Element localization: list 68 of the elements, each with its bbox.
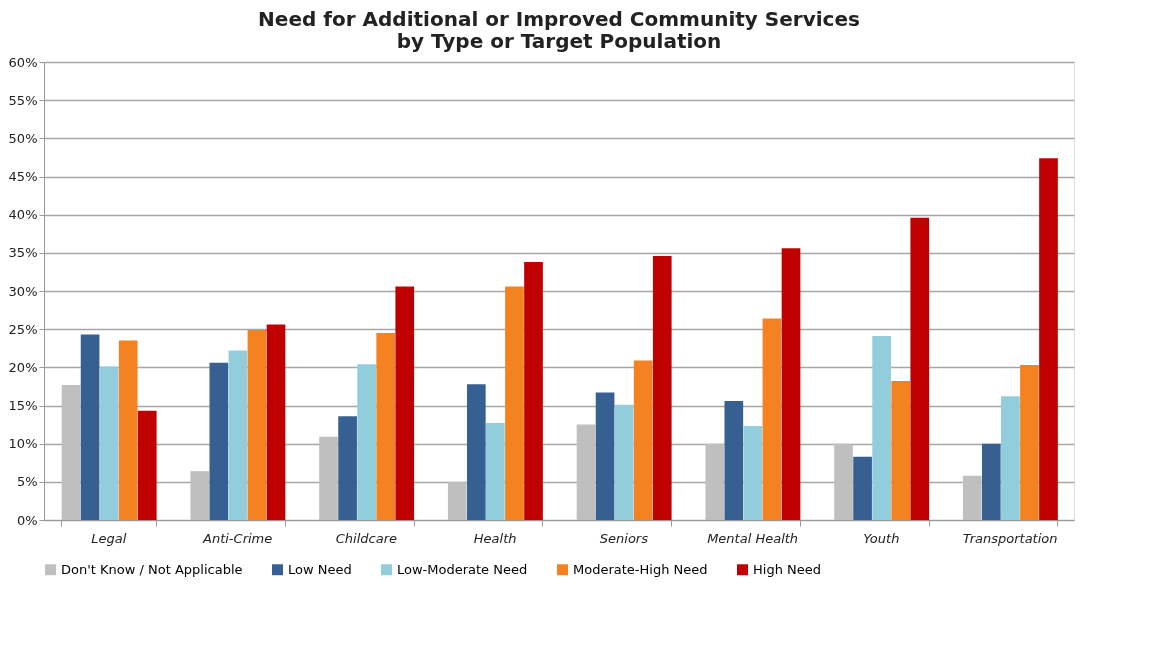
bar (524, 261, 543, 520)
bar (872, 336, 891, 520)
bar (910, 217, 930, 520)
y-tick-label: 15% (8, 398, 38, 413)
bar (228, 350, 248, 520)
bar (853, 456, 872, 520)
bar (781, 248, 801, 520)
legend-label: Moderate-High Need (573, 561, 708, 577)
bar (209, 362, 229, 520)
bar (595, 392, 615, 520)
x-tick-label: Health (473, 530, 517, 546)
bar (762, 318, 782, 520)
legend-label: Low Need (288, 561, 352, 577)
text: Need for Additional or Improved Community Services (258, 7, 860, 31)
x-tick-label: Mental Health (707, 530, 799, 546)
bar (247, 329, 267, 520)
bar (1020, 365, 1039, 520)
bar (447, 481, 467, 520)
x-tick-label: Legal (91, 530, 127, 546)
bar (1039, 158, 1058, 520)
y-tick-label: 40% (8, 207, 38, 223)
bar (576, 424, 596, 520)
bar (266, 324, 286, 520)
bar (376, 332, 396, 520)
y-tick-label: 20% (8, 359, 38, 375)
x-tick-label: Childcare (335, 530, 397, 546)
bar (614, 404, 634, 520)
y-tick-label: 50% (8, 130, 38, 146)
bar (505, 286, 524, 520)
bar (834, 443, 853, 520)
y-tick-label: 60% (8, 54, 38, 70)
bar (633, 360, 653, 520)
y-tick-label: 35% (8, 245, 38, 261)
bar (467, 384, 486, 520)
x-tick-label: Transportation (962, 530, 1058, 546)
x-tick-label: Anti-Crime (202, 530, 273, 546)
legend-label: Low-Moderate Need (397, 561, 528, 577)
y-tick-label: 5% (16, 474, 38, 490)
bar (652, 255, 672, 520)
x-tick-label: Seniors (599, 530, 649, 546)
bar (61, 384, 81, 520)
bar (395, 286, 415, 520)
bar (80, 334, 100, 520)
bar (190, 471, 210, 520)
y-tick-label: 45% (8, 169, 38, 184)
x-tick-label: Youth (863, 530, 900, 546)
y-tick-label: 30% (8, 283, 38, 299)
bar (118, 340, 138, 520)
bar (982, 443, 1001, 520)
y-tick-label: 25% (8, 321, 38, 337)
bar (486, 423, 505, 520)
legend-label: Don't Know / Not Applicable (61, 561, 243, 577)
y-tick-label: 55% (8, 92, 38, 108)
text: by Type or Target Population (396, 29, 722, 53)
bar (891, 381, 911, 520)
bar (1001, 396, 1020, 520)
bar (319, 436, 338, 520)
bar (743, 426, 763, 520)
bar (962, 475, 982, 520)
bar (137, 410, 157, 520)
bar (705, 443, 725, 520)
bar (99, 366, 119, 520)
bar (724, 400, 744, 520)
bar (357, 364, 376, 520)
y-tick-label: 0% (16, 512, 38, 528)
bar (338, 416, 357, 520)
y-tick-label: 10% (8, 436, 38, 452)
legend-label: High Need (753, 561, 821, 577)
